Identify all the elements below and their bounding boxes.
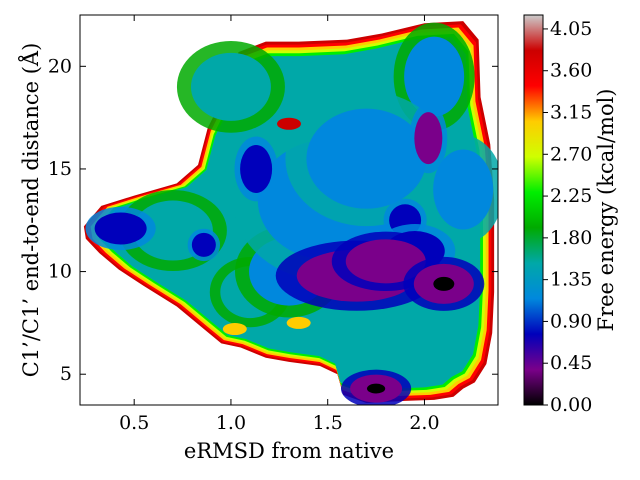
y-tick-label: 5: [60, 363, 72, 385]
y-axis-label: C1’/C1’ end-to-end distance (Å): [18, 43, 43, 378]
basin: [433, 149, 494, 230]
basin: [404, 36, 465, 117]
y-tick-label: 10: [48, 261, 72, 283]
x-tick-label: 1.0: [216, 412, 246, 434]
colorbar-tick-label: 1.80: [550, 227, 592, 249]
colorbar-tick-label: 4.05: [550, 18, 592, 40]
basin: [240, 144, 273, 193]
heatmap-surface: [83, 21, 498, 405]
high-energy-spot: [277, 117, 301, 130]
x-tick-label: 0.5: [119, 412, 149, 434]
x-axis: 0.5 1.0 1.5 2.0: [119, 15, 440, 434]
colorbar-tick-label: 0.90: [550, 310, 592, 332]
y-tick-label: 20: [48, 55, 72, 77]
basin: [94, 212, 147, 245]
y-axis: 5 10 15 20: [48, 55, 498, 385]
high-energy-spot: [222, 323, 247, 336]
colorbar: [523, 14, 544, 406]
colorbar-tick-label: 0.00: [550, 394, 592, 416]
basin-core: [433, 276, 455, 291]
plot-frame: [79, 14, 499, 406]
colorbar-tick-label: 0.45: [550, 352, 592, 374]
y-tick-label: 15: [48, 158, 72, 180]
basin-core: [366, 383, 386, 394]
colorbar-tick-label: 1.35: [550, 269, 592, 291]
x-axis-label: eRMSD from native: [184, 439, 394, 463]
colorbar-tick-label: 3.60: [550, 60, 592, 82]
x-tick-label: 2.0: [409, 412, 439, 434]
high-energy-spot: [286, 316, 311, 329]
basin: [191, 232, 216, 257]
basin: [414, 112, 443, 165]
colorbar-tick-label: 2.25: [550, 185, 592, 207]
colorbar-tick-label: 3.15: [550, 102, 592, 124]
colorbar-tick-label: 2.70: [550, 143, 592, 165]
basin: [190, 52, 271, 121]
basin-core: [371, 253, 400, 270]
x-tick-label: 1.5: [313, 412, 343, 434]
colorbar-axis: 0.00 0.45 0.90 1.35 1.80 2.25 2.70 3.15 3.60 4.05: [543, 18, 592, 416]
basin: [306, 108, 427, 209]
colorbar-label: Free energy (kcal/mol): [594, 89, 618, 332]
